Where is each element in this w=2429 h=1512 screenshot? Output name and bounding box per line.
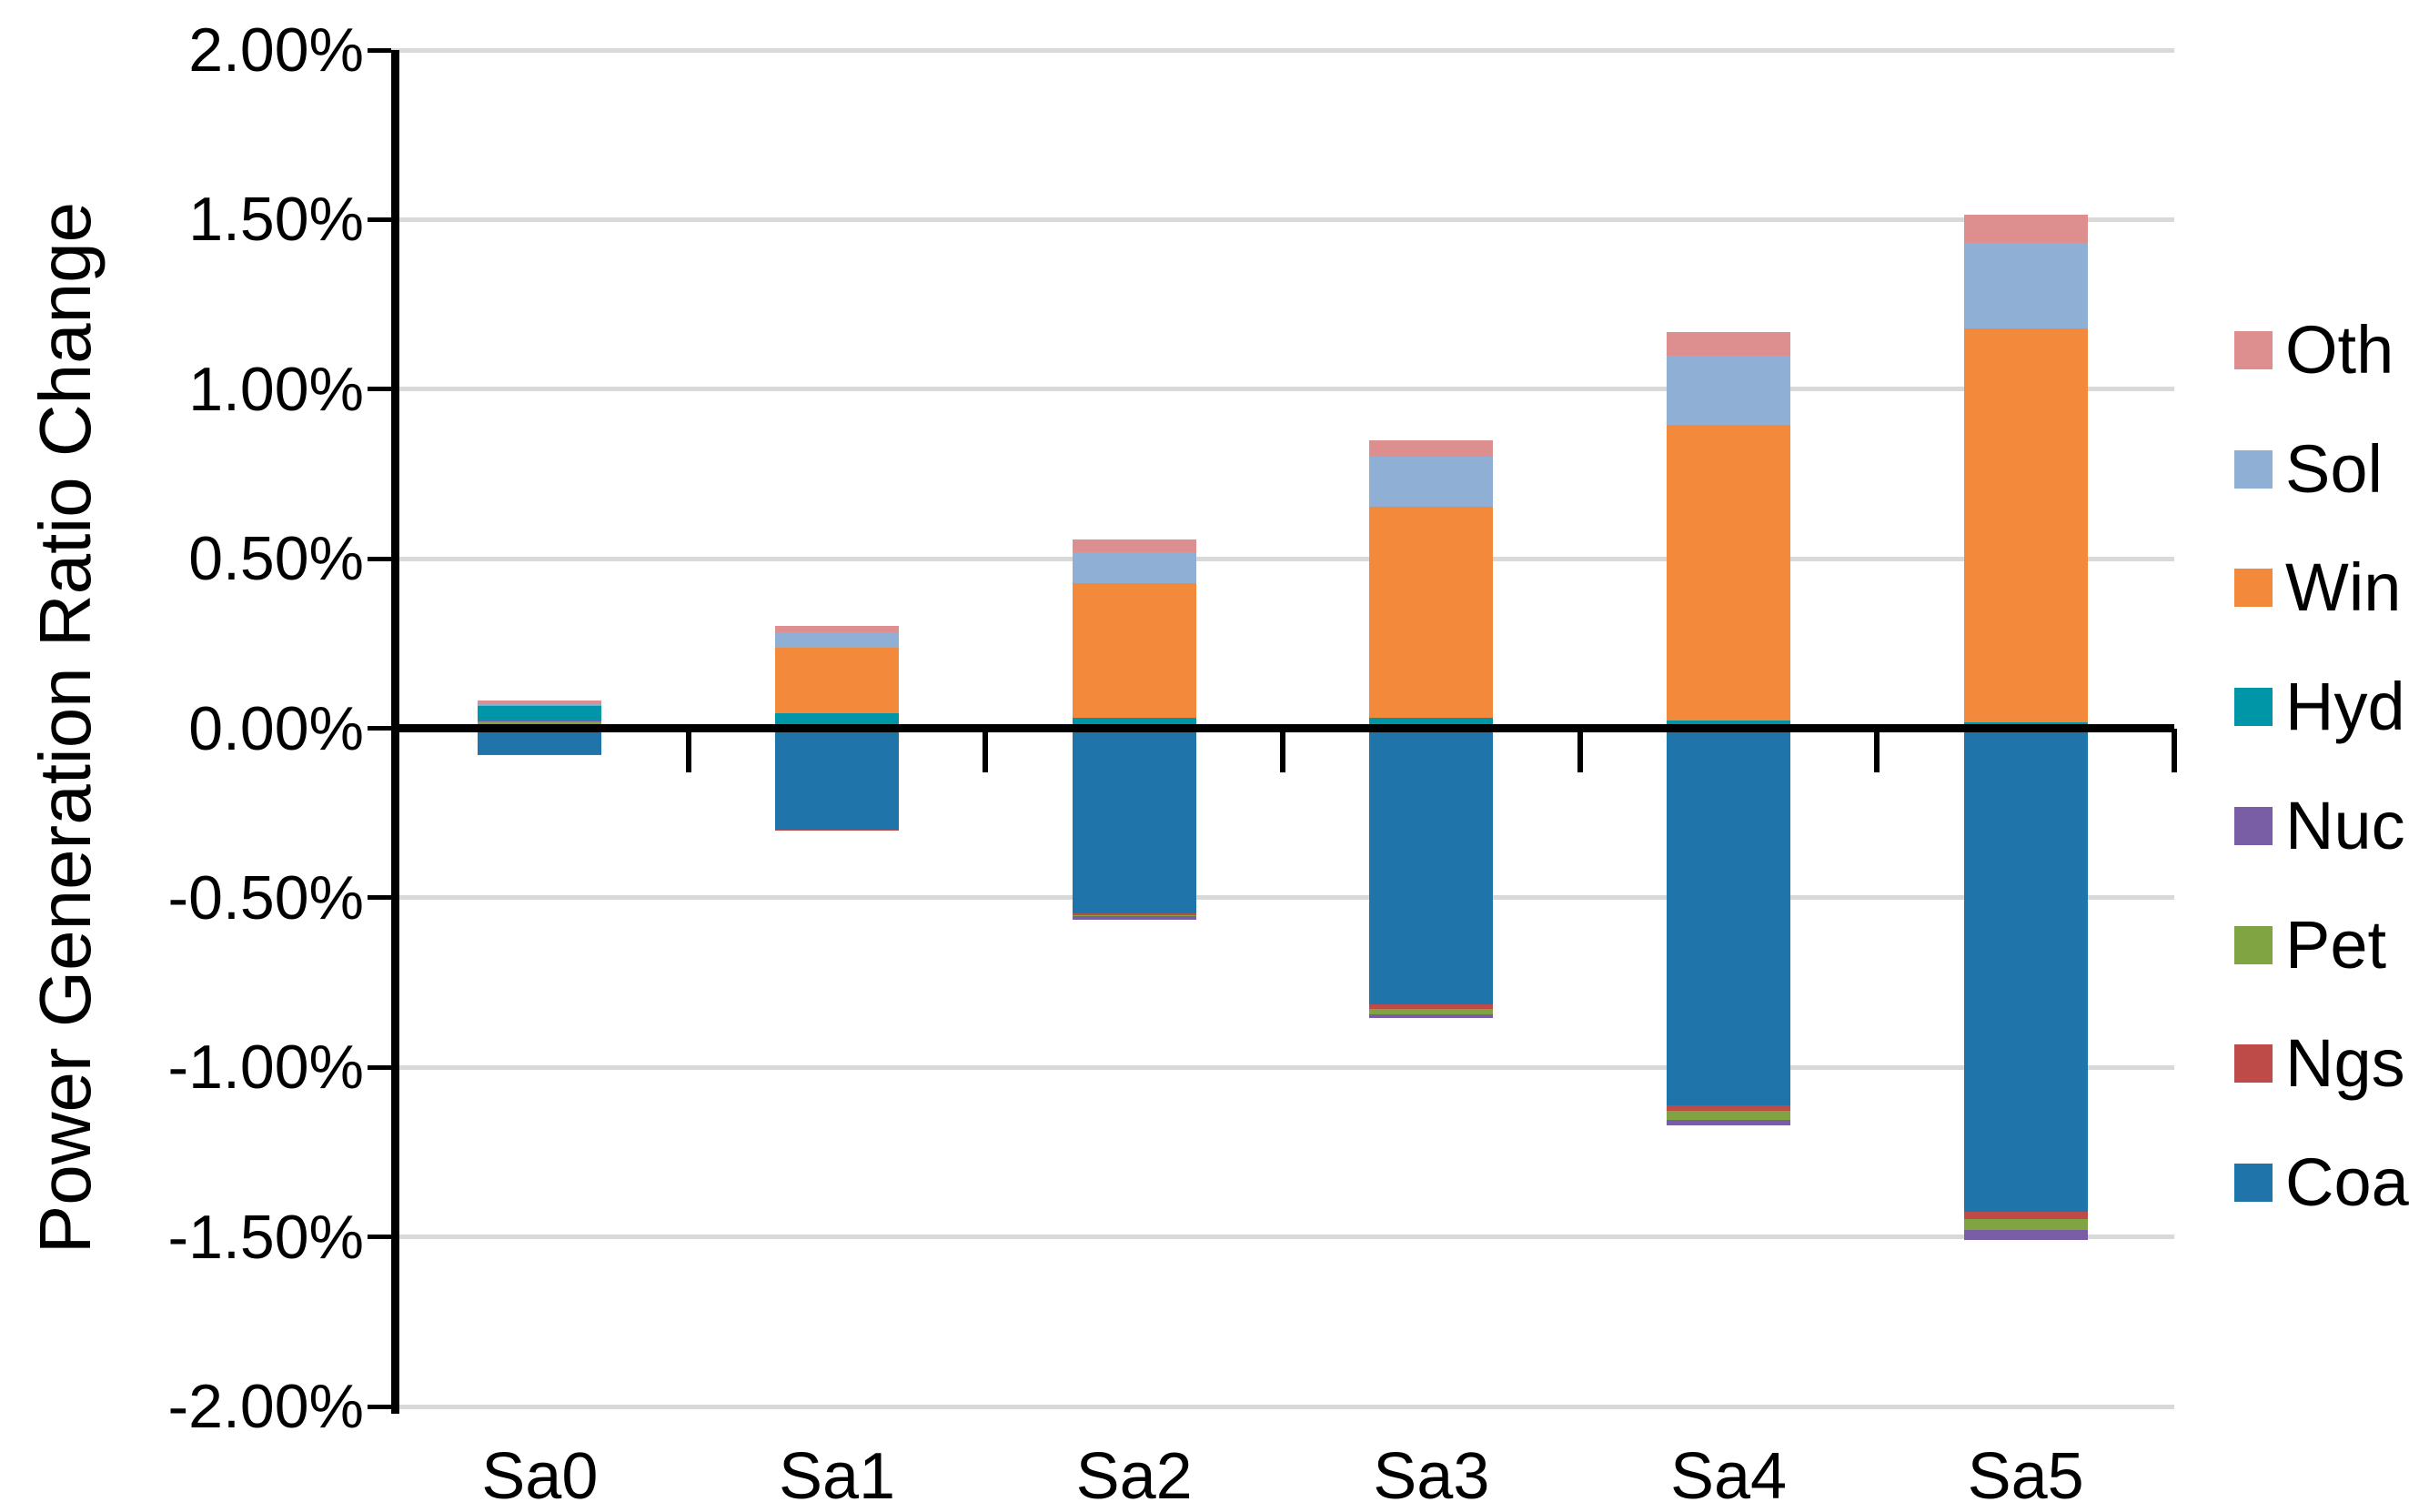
- segment-Sa3-Coa: [1369, 728, 1494, 1004]
- x-tick-boundary-2: [983, 728, 989, 772]
- x-tick-boundary-1: [685, 728, 691, 772]
- ytick-label-1.00%: 1.00%: [188, 354, 364, 424]
- y-tick-1.50%: [368, 217, 391, 222]
- segment-Sa0-Coa: [478, 728, 602, 755]
- segment-Sa0-Nuc: [478, 720, 602, 722]
- legend-label-Ngs: Ngs: [2285, 1025, 2405, 1102]
- xtick-label-Sa4: Sa4: [1669, 1440, 1788, 1512]
- segment-Sa4-Nuc: [1667, 1119, 1790, 1126]
- gridline--1.50%: [391, 1235, 2174, 1240]
- segment-Sa4-Win: [1667, 424, 1790, 721]
- segment-Sa2-Oth: [1072, 539, 1196, 553]
- legend-swatch-Pet: [2234, 925, 2273, 964]
- legend-label-Oth: Oth: [2285, 312, 2394, 388]
- x-tick-boundary-4: [1577, 728, 1583, 772]
- xtick-label-Sa3: Sa3: [1373, 1440, 1490, 1512]
- ytick-label--1.00%: -1.00%: [167, 1033, 364, 1103]
- gridline-1.50%: [391, 217, 2174, 222]
- xtick-label-Sa5: Sa5: [1967, 1440, 2084, 1512]
- segment-Sa1-Win: [775, 648, 899, 713]
- legend-swatch-Ngs: [2234, 1044, 2273, 1084]
- x-tick-boundary-5: [1874, 728, 1880, 772]
- segment-Sa0-Hyd: [478, 705, 602, 721]
- legend-swatch-Hyd: [2234, 688, 2273, 727]
- y-tick-1.00%: [368, 387, 391, 392]
- segment-Sa0-Sol: [478, 703, 602, 705]
- segment-Sa4-Ngs: [1667, 1104, 1790, 1111]
- y-tick--1.00%: [368, 1064, 391, 1070]
- segment-Sa2-Nuc: [1072, 916, 1196, 921]
- gridline-2.00%: [391, 47, 2174, 53]
- segment-Sa0-Win: [478, 704, 602, 706]
- segment-Sa2-Pet: [1072, 914, 1196, 917]
- gridline--0.50%: [391, 895, 2174, 901]
- segment-Sa4-Coa: [1667, 728, 1790, 1105]
- segment-Sa0-Oth: [478, 700, 602, 704]
- ytick-label-0.00%: 0.00%: [188, 693, 364, 763]
- segment-Sa1-Hyd: [775, 712, 899, 728]
- ytick-label-2.00%: 2.00%: [188, 15, 364, 85]
- gridline-1.00%: [391, 387, 2174, 392]
- ytick-label--0.50%: -0.50%: [167, 862, 364, 932]
- segment-Sa3-Win: [1369, 507, 1494, 718]
- legend-label-Hyd: Hyd: [2285, 669, 2405, 745]
- segment-Sa2-Coa: [1072, 728, 1196, 914]
- segment-Sa5-Nuc: [1963, 1230, 2088, 1240]
- y-tick-0.50%: [368, 556, 391, 561]
- x-tick-boundary-6: [2172, 728, 2177, 772]
- segment-Sa5-Ngs: [1963, 1212, 2088, 1219]
- segment-Sa3-Pet: [1369, 1008, 1494, 1014]
- gridline--1.00%: [391, 1064, 2174, 1070]
- segment-Sa2-Ngs: [1072, 913, 1196, 915]
- ytick-label-1.50%: 1.50%: [188, 185, 364, 255]
- x-tick-boundary-3: [1280, 728, 1285, 772]
- y-tick--2.00%: [368, 1404, 391, 1409]
- legend-swatch-Nuc: [2234, 806, 2273, 845]
- segment-Sa3-Ngs: [1369, 1003, 1494, 1009]
- segment-Sa2-Win: [1072, 582, 1196, 719]
- segment-Sa5-Win: [1963, 328, 2088, 723]
- segment-Sa4-Sol: [1667, 355, 1790, 425]
- y-axis-title: Power Generation Ratio Change: [25, 201, 106, 1255]
- legend-swatch-Win: [2234, 569, 2273, 608]
- xtick-label-Sa1: Sa1: [778, 1440, 896, 1512]
- segment-Sa2-Hyd: [1072, 718, 1196, 729]
- ytick-label--2.00%: -2.00%: [167, 1372, 364, 1441]
- segment-Sa3-Oth: [1369, 439, 1494, 458]
- y-tick--0.50%: [368, 895, 391, 901]
- gridline-0.50%: [391, 556, 2174, 561]
- segment-Sa5-Sol: [1963, 243, 2088, 329]
- legend-label-Sol: Sol: [2285, 430, 2383, 507]
- segment-Sa5-Coa: [1963, 728, 2088, 1213]
- segment-Sa1-Coa: [775, 728, 899, 830]
- segment-Sa4-Pet: [1667, 1110, 1790, 1120]
- legend-swatch-Oth: [2234, 331, 2273, 369]
- segment-Sa1-Sol: [775, 632, 899, 649]
- ytick-label-0.50%: 0.50%: [188, 524, 364, 594]
- legend-swatch-Sol: [2234, 449, 2273, 489]
- segment-Sa2-Sol: [1072, 552, 1196, 583]
- segment-Sa3-Nuc: [1369, 1013, 1494, 1018]
- segment-Sa3-Hyd: [1369, 717, 1494, 729]
- legend-label-Coa: Coa: [2285, 1144, 2409, 1220]
- gridline--2.00%: [391, 1404, 2174, 1409]
- xtick-label-Sa2: Sa2: [1075, 1440, 1193, 1512]
- segment-Sa5-Pet: [1963, 1218, 2088, 1231]
- segment-Sa4-Oth: [1667, 332, 1790, 356]
- y-tick-2.00%: [368, 47, 391, 53]
- segment-Sa3-Sol: [1369, 457, 1494, 508]
- y-tick-0.00%: [368, 726, 391, 731]
- y-tick--1.50%: [368, 1235, 391, 1240]
- segment-Sa1-Oth: [775, 626, 899, 632]
- legend-label-Win: Win: [2285, 549, 2402, 626]
- legend-label-Pet: Pet: [2285, 906, 2387, 983]
- xtick-label-Sa0: Sa0: [481, 1440, 599, 1512]
- ytick-label--1.50%: -1.50%: [167, 1202, 364, 1272]
- segment-Sa1-Ngs: [775, 829, 899, 831]
- legend-label-Nuc: Nuc: [2285, 787, 2405, 863]
- segment-Sa5-Oth: [1963, 215, 2088, 244]
- segment-Sa0-Ngs: [478, 754, 602, 756]
- legend-swatch-Coa: [2234, 1163, 2273, 1202]
